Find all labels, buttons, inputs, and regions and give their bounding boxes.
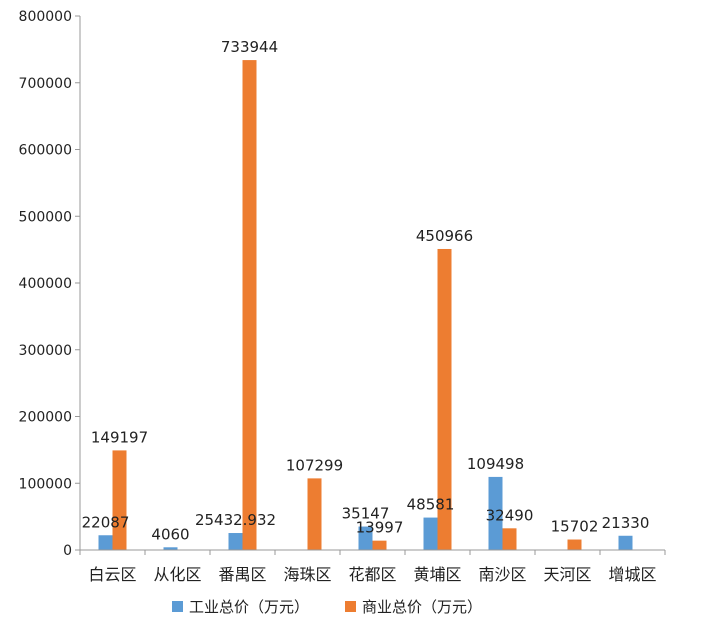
y-tick-label: 800000 — [19, 9, 72, 25]
data-label: 22087 — [82, 513, 130, 531]
legend: 工业总价（万元） 商业总价（万元） — [172, 598, 482, 616]
x-tick-label: 增城区 — [608, 565, 656, 584]
x-tick-label: 南沙区 — [478, 565, 526, 584]
x-tick-label: 黄埔区 — [413, 565, 461, 584]
x-tick-label: 天河区 — [543, 565, 591, 584]
legend-swatch — [172, 601, 183, 612]
data-label: 21330 — [602, 514, 650, 532]
data-label: 13997 — [356, 519, 404, 537]
commercial-bar — [112, 450, 127, 550]
bars — [98, 60, 633, 551]
commercial-bar — [242, 60, 257, 551]
x-tick-label: 白云区 — [88, 565, 136, 584]
industrial-bar — [358, 526, 373, 550]
commercial-bar — [307, 478, 322, 550]
industrial-bar — [488, 476, 503, 550]
legend-label: 工业总价（万元） — [189, 598, 309, 616]
data-label: 149197 — [91, 428, 148, 446]
y-tick-label: 200000 — [19, 410, 72, 426]
commercial-bar — [502, 528, 517, 550]
data-label: 733944 — [221, 38, 278, 56]
data-label: 109498 — [467, 455, 524, 473]
y-tick-label: 600000 — [19, 143, 72, 159]
y-tick-label: 400000 — [19, 276, 72, 292]
y-tick-label: 700000 — [19, 76, 72, 92]
x-tick-label: 番禺区 — [218, 565, 266, 584]
legend-label: 商业总价（万元） — [362, 598, 482, 616]
y-tick-label: 500000 — [19, 209, 72, 225]
commercial-bar — [437, 248, 452, 550]
data-label: 107299 — [286, 456, 343, 474]
data-label: 48581 — [407, 496, 455, 514]
data-label: 25432.932 — [195, 511, 276, 529]
data-label: 450966 — [416, 227, 473, 245]
y-tick-label: 0 — [63, 543, 72, 559]
legend-swatch — [345, 601, 356, 612]
x-axis: 白云区 从化区 番禺区 海珠区 花都区 黄埔区 南沙区 天河区 增城区 — [79, 549, 666, 584]
x-tick-label: 从化区 — [153, 565, 201, 584]
x-tick-label: 海珠区 — [283, 565, 331, 584]
industrial-bar — [618, 535, 633, 550]
y-tick-label: 300000 — [19, 343, 72, 359]
data-label: 35147 — [342, 505, 390, 523]
data-label: 4060 — [151, 525, 189, 543]
industrial-bar — [228, 533, 243, 550]
commercial-bar — [372, 540, 387, 550]
commercial-bar — [567, 539, 582, 550]
y-tick-label: 100000 — [19, 476, 72, 492]
x-tick-label: 花都区 — [348, 565, 396, 584]
data-label: 15702 — [551, 518, 599, 536]
industrial-bar — [163, 547, 178, 550]
industrial-bar — [98, 535, 113, 550]
industrial-bar — [423, 517, 438, 550]
y-axis: 0 100000 200000 300000 400000 500000 600000 700… — [19, 9, 81, 559]
data-label: 32490 — [486, 506, 534, 524]
